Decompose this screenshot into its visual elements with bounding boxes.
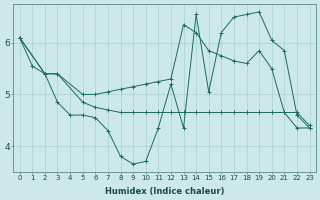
X-axis label: Humidex (Indice chaleur): Humidex (Indice chaleur): [105, 187, 224, 196]
